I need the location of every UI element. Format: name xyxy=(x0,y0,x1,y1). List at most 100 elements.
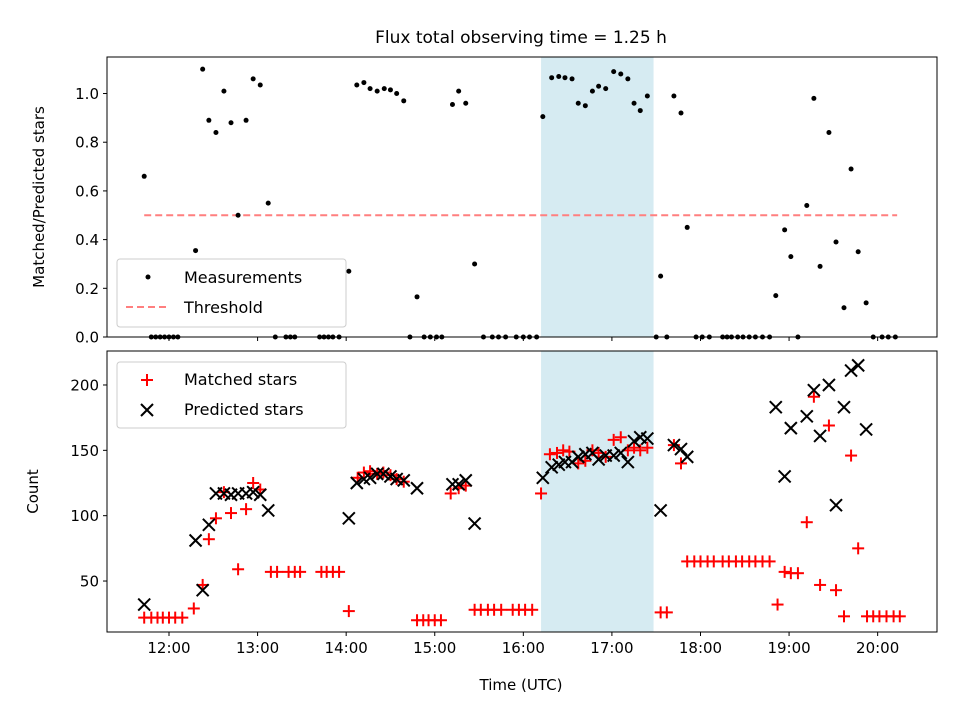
measurement-point xyxy=(788,254,794,260)
measurement-point xyxy=(200,66,206,72)
predicted-star-marker-b xyxy=(667,438,681,452)
predicted-star-marker-b xyxy=(653,503,668,518)
predicted-star-marker-b xyxy=(769,400,783,414)
predicted-star-point xyxy=(784,421,798,435)
predicted-star-point xyxy=(859,422,873,437)
predicted-star-marker-b xyxy=(606,448,621,463)
predicted-star-point xyxy=(822,378,836,392)
predicted-star-point xyxy=(451,477,466,492)
ratio-legend: Measurements Threshold xyxy=(116,258,347,328)
matched-star-point xyxy=(763,555,776,568)
predicted-star-marker-b xyxy=(859,422,873,437)
predicted-star-marker-b xyxy=(680,450,694,464)
matched-star-point xyxy=(614,431,627,444)
predicted-star-marker-b xyxy=(261,503,275,518)
predicted-star-point xyxy=(261,503,275,518)
predicted-star-point xyxy=(188,533,203,548)
predicted-star-point xyxy=(342,511,356,526)
measurement-point xyxy=(367,86,373,92)
measurement-point xyxy=(243,117,249,123)
measurement-point xyxy=(848,166,854,172)
measurement-point xyxy=(658,273,664,279)
matched-star-point xyxy=(550,446,563,459)
measurement-point xyxy=(817,263,823,269)
count-y-axis: 50 100 150 200 xyxy=(70,376,107,591)
ratio-y-axis: 0.0 0.2 0.4 0.6 0.8 1.0 xyxy=(75,85,107,347)
predicted-star-marker-b xyxy=(640,431,655,446)
matched-star-point xyxy=(495,603,508,616)
predicted-star-marker-b xyxy=(137,597,151,612)
predicted-star-point xyxy=(376,467,391,481)
ratio-y-tick-label: 1.0 xyxy=(75,85,99,103)
matched-star-point xyxy=(202,533,215,546)
matched-star-point xyxy=(791,567,804,580)
measurement-point xyxy=(631,100,637,106)
measurement-point xyxy=(804,203,810,209)
predicted-star-point xyxy=(653,503,668,518)
legend-predicted-marker xyxy=(140,403,154,417)
predicted-star-marker-b xyxy=(822,378,836,392)
ratio-y-tick-label: 0.4 xyxy=(75,231,99,249)
matched-star-point xyxy=(247,477,260,490)
matched-star-point xyxy=(660,606,673,619)
measurement-point xyxy=(833,239,839,245)
legend-matched-label: Matched stars xyxy=(184,370,297,389)
predicted-star-point xyxy=(370,467,384,481)
measurement-point xyxy=(678,110,684,116)
highlight-band xyxy=(541,351,654,632)
matched-star-point xyxy=(557,444,570,457)
matched-star-point xyxy=(852,542,865,555)
matched-star-point xyxy=(893,610,906,623)
legend-measurements-marker xyxy=(145,274,151,280)
measurement-point xyxy=(644,93,650,99)
ratio-y-tick-label: 0.8 xyxy=(75,134,99,152)
predicted-star-point xyxy=(844,363,858,378)
predicted-star-marker-b xyxy=(571,450,585,464)
measurement-point xyxy=(228,120,234,126)
predicted-star-point xyxy=(614,446,628,460)
predicted-star-point xyxy=(350,476,364,490)
predicted-star-point xyxy=(202,518,216,532)
legend-measurements-label: Measurements xyxy=(184,268,302,287)
matched-star-point xyxy=(232,563,245,576)
predicted-star-point xyxy=(591,452,606,467)
predicted-star-marker-b xyxy=(777,469,792,484)
matched-star-point xyxy=(814,578,827,591)
predicted-star-marker-b xyxy=(591,452,606,467)
matched-star-point xyxy=(800,516,813,529)
predicted-star-marker-b xyxy=(544,460,559,475)
measurement-point xyxy=(611,69,617,75)
time-x-tick-label: 17:00 xyxy=(590,639,633,657)
predicted-star-marker-b xyxy=(813,429,827,443)
matched-star-point xyxy=(807,390,820,403)
ratio-panel-frame xyxy=(106,56,938,338)
measurement-point xyxy=(575,100,581,106)
predicted-star-point xyxy=(829,498,843,512)
predicted-star-point xyxy=(627,434,641,448)
measurement-point xyxy=(206,117,212,123)
measurement-point xyxy=(671,93,677,99)
predicted-star-marker-b xyxy=(674,442,688,456)
time-x-tick-label: 12:00 xyxy=(147,639,190,657)
measurement-point xyxy=(562,75,568,81)
predicted-star-marker-b xyxy=(376,467,391,481)
measurement-point xyxy=(589,88,595,94)
predicted-star-marker-b xyxy=(585,446,600,460)
predicted-star-marker-b xyxy=(363,471,377,485)
matched-star-point xyxy=(675,457,688,470)
matched-star-point xyxy=(444,487,457,500)
predicted-star-point xyxy=(467,516,482,531)
predicted-star-point xyxy=(621,455,635,469)
time-x-tick-label: 16:00 xyxy=(502,639,545,657)
time-x-tick-label: 15:00 xyxy=(413,639,456,657)
measurement-point xyxy=(401,98,407,104)
predicted-star-marker-b xyxy=(536,471,550,485)
legend-threshold-label: Threshold xyxy=(183,298,263,317)
time-x-axis: 12:00 13:00 14:00 15:00 16:00 17:00 18:00 19:00… xyxy=(147,632,899,657)
matched-star-point xyxy=(771,598,784,611)
predicted-star-marker-b xyxy=(784,421,798,435)
measurement-point xyxy=(637,108,643,114)
measurement-point xyxy=(684,224,690,230)
matched-star-point xyxy=(176,611,189,624)
highlight-band xyxy=(541,57,654,337)
